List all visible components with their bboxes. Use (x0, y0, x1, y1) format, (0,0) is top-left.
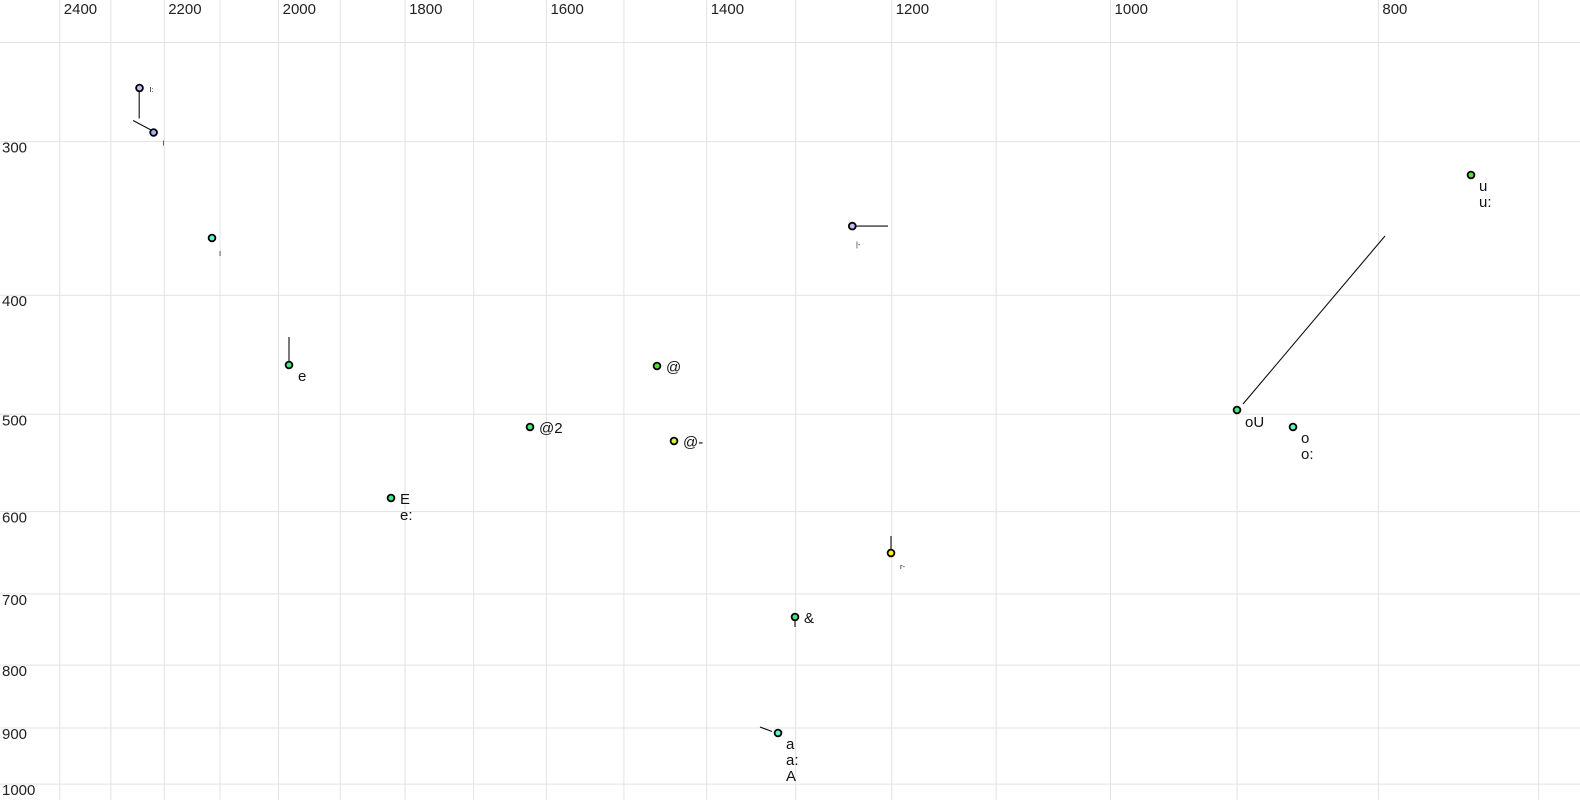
svg-text:e: e (298, 368, 306, 385)
svg-text:2200: 2200 (168, 1, 201, 18)
svg-text:o: o (1301, 430, 1309, 447)
svg-text:@: @ (666, 359, 681, 376)
svg-text:r-: r- (900, 562, 905, 571)
svg-text:a: a (786, 736, 795, 753)
svg-text:800: 800 (1382, 1, 1407, 18)
svg-text:@2: @2 (539, 420, 563, 437)
svg-text:oU: oU (1245, 414, 1264, 431)
svg-text:600: 600 (2, 510, 27, 527)
svg-text:2400: 2400 (64, 1, 97, 18)
svg-text:e:: e: (400, 507, 413, 524)
svg-text:u: u (1479, 178, 1487, 195)
svg-text:1800: 1800 (409, 1, 442, 18)
svg-text:1000: 1000 (2, 782, 35, 799)
svg-text:1000: 1000 (1115, 1, 1148, 18)
svg-text:1600: 1600 (550, 1, 583, 18)
svg-text:a:: a: (786, 752, 799, 769)
svg-text:I: I (163, 139, 165, 148)
svg-text:&: & (804, 610, 814, 627)
svg-text:1400: 1400 (711, 1, 744, 18)
svg-text:|-: |- (856, 240, 861, 249)
svg-text:I:: I: (150, 85, 154, 94)
svg-text:u:: u: (1479, 194, 1492, 211)
svg-text:700: 700 (2, 592, 27, 609)
svg-text:900: 900 (2, 726, 27, 743)
svg-text:800: 800 (2, 663, 27, 680)
svg-text:400: 400 (2, 293, 27, 310)
svg-text:@-: @- (683, 434, 703, 451)
svg-text:o:: o: (1301, 446, 1314, 463)
svg-text:A: A (786, 768, 796, 785)
svg-text:500: 500 (2, 412, 27, 429)
svg-text:1200: 1200 (896, 1, 929, 18)
svg-text:E: E (400, 491, 410, 508)
svg-text:2000: 2000 (283, 1, 316, 18)
svg-text:I: I (219, 249, 221, 258)
svg-text:300: 300 (2, 140, 27, 157)
